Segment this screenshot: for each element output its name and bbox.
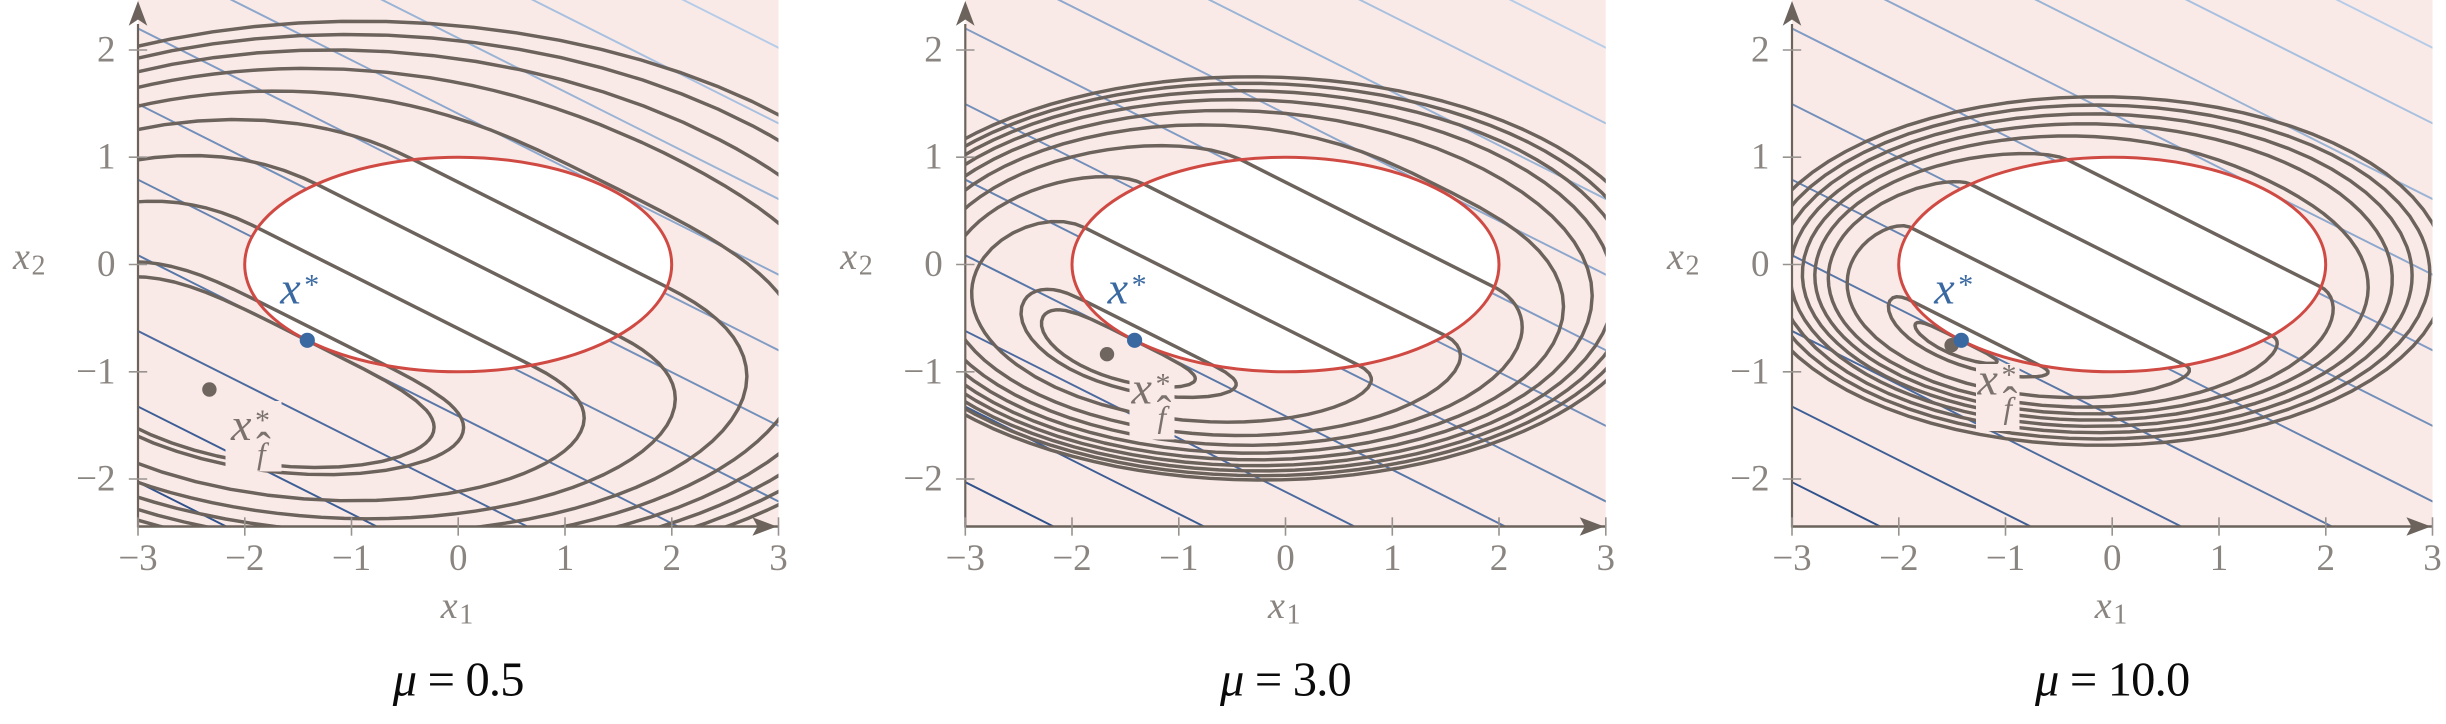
svg-text:0: 0 xyxy=(449,538,468,579)
svg-text:μ = 3.0: μ = 3.0 xyxy=(1219,654,1351,707)
svg-text:*: * xyxy=(304,268,319,301)
svg-text:−2: −2 xyxy=(903,459,942,500)
svg-text:−3: −3 xyxy=(118,538,157,579)
svg-text:x: x xyxy=(440,585,458,627)
svg-text:−1: −1 xyxy=(1730,351,1769,392)
svg-text:2: 2 xyxy=(1490,538,1509,579)
svg-text:x: x xyxy=(12,236,30,278)
svg-text:2: 2 xyxy=(1751,30,1770,71)
svg-text:0: 0 xyxy=(1276,538,1295,579)
svg-text:x: x xyxy=(1267,585,1285,627)
svg-text:1: 1 xyxy=(2210,538,2229,579)
svg-text:ˆ: ˆ xyxy=(256,424,271,473)
svg-text:x: x xyxy=(839,236,857,278)
svg-text:ˆ: ˆ xyxy=(1157,388,1172,437)
svg-text:2: 2 xyxy=(2317,538,2336,579)
svg-text:1: 1 xyxy=(556,538,575,579)
svg-text:−3: −3 xyxy=(946,538,985,579)
svg-text:*: * xyxy=(1156,368,1171,401)
svg-text:0: 0 xyxy=(924,244,943,285)
svg-text:1: 1 xyxy=(459,600,473,631)
svg-text:*: * xyxy=(1958,268,1973,301)
svg-text:x: x xyxy=(230,399,252,450)
svg-text:3: 3 xyxy=(769,538,788,579)
svg-text:*: * xyxy=(2002,359,2017,392)
svg-text:2: 2 xyxy=(663,538,682,579)
svg-text:2: 2 xyxy=(859,251,873,282)
svg-text:0: 0 xyxy=(1751,244,1770,285)
svg-text:*: * xyxy=(255,404,270,437)
svg-text:0: 0 xyxy=(2103,538,2122,579)
svg-text:−3: −3 xyxy=(1772,538,1811,579)
svg-text:1: 1 xyxy=(2113,600,2127,631)
svg-text:2: 2 xyxy=(97,30,116,71)
svg-text:3: 3 xyxy=(2423,538,2442,579)
svg-text:−2: −2 xyxy=(1879,538,1918,579)
svg-text:μ = 0.5: μ = 0.5 xyxy=(392,654,524,707)
svg-text:−1: −1 xyxy=(76,351,115,392)
svg-text:x: x xyxy=(1131,363,1153,414)
svg-text:1: 1 xyxy=(97,137,116,178)
svg-text:x: x xyxy=(1666,236,1684,278)
svg-text:x: x xyxy=(1933,263,1955,314)
svg-text:−2: −2 xyxy=(225,538,264,579)
svg-text:−1: −1 xyxy=(332,538,371,579)
svg-text:0: 0 xyxy=(97,244,116,285)
svg-text:ˆ: ˆ xyxy=(2003,379,2018,428)
svg-text:x: x xyxy=(1977,354,1999,405)
svg-text:−1: −1 xyxy=(1159,538,1198,579)
svg-text:μ = 10.0: μ = 10.0 xyxy=(2034,654,2189,707)
svg-text:2: 2 xyxy=(924,30,943,71)
svg-text:−2: −2 xyxy=(76,459,115,500)
svg-text:1: 1 xyxy=(924,137,943,178)
svg-text:2: 2 xyxy=(32,251,46,282)
svg-text:*: * xyxy=(1132,268,1147,301)
svg-text:−2: −2 xyxy=(1730,459,1769,500)
svg-text:−1: −1 xyxy=(1986,538,2025,579)
svg-text:3: 3 xyxy=(1597,538,1616,579)
svg-text:−2: −2 xyxy=(1052,538,1091,579)
svg-text:x: x xyxy=(1107,263,1129,314)
svg-text:1: 1 xyxy=(1287,600,1301,631)
svg-text:1: 1 xyxy=(1383,538,1402,579)
svg-text:x: x xyxy=(2094,585,2112,627)
svg-text:−1: −1 xyxy=(903,351,942,392)
svg-text:2: 2 xyxy=(1686,251,1700,282)
svg-text:x: x xyxy=(279,263,301,314)
svg-text:1: 1 xyxy=(1751,137,1770,178)
